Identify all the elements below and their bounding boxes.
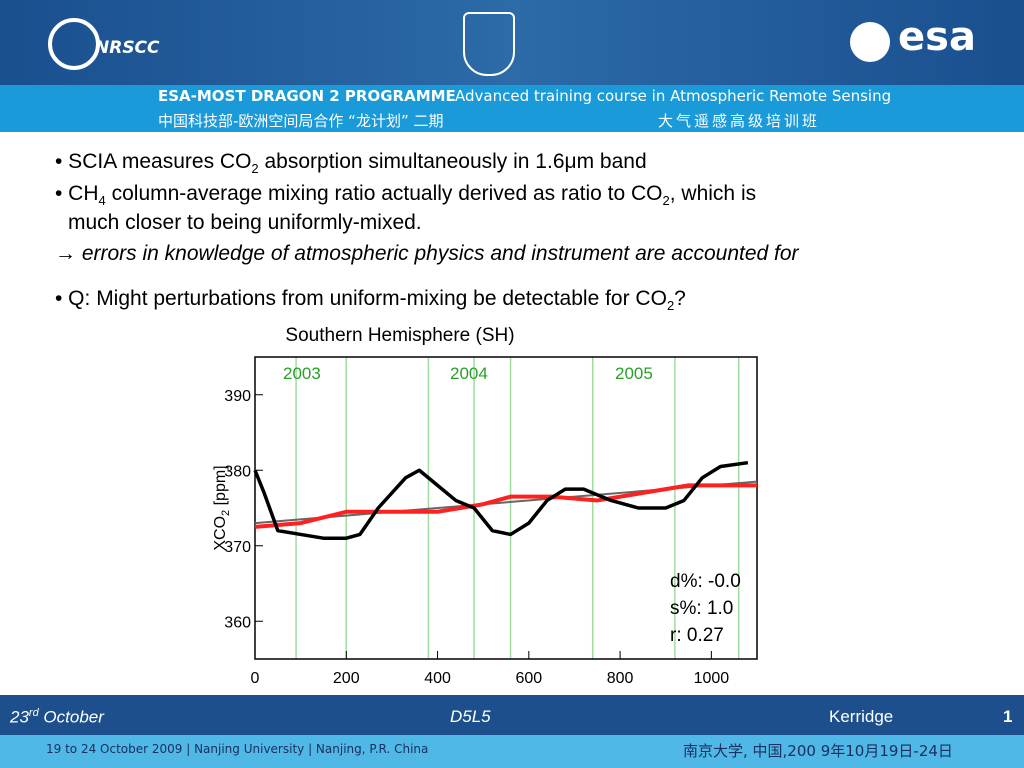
header: NRSCC esa <box>0 0 1024 85</box>
x-tick-label: 0 <box>251 670 260 687</box>
logo-right: esa <box>898 14 976 60</box>
stat-annotation: s%: 1.0 <box>670 598 733 619</box>
x-tick-label: 400 <box>424 670 451 687</box>
subscript: 2 <box>251 161 259 177</box>
chart-title: Southern Hemisphere (SH) <box>285 325 514 346</box>
bullet: much closer to being uniformly-mixed. <box>68 211 422 235</box>
university-crest <box>463 12 515 76</box>
bullet-text: • Q: Might perturbations from uniform-mi… <box>55 287 667 310</box>
bullet: • Q: Might perturbations from uniform-mi… <box>55 287 686 313</box>
x-tick-label: 600 <box>515 670 542 687</box>
footer-band: 19 to 24 October 2009 | Nanjing Universi… <box>0 735 1024 768</box>
bullet: • SCIA measures CO2 absorption simultane… <box>55 150 647 176</box>
page-number: 1 <box>1003 707 1013 726</box>
venue: 19 to 24 October 2009 | Nanjing Universi… <box>46 742 429 756</box>
chinese-right: 大气遥感高级培训班 <box>658 112 821 130</box>
subscript: 4 <box>98 193 106 209</box>
year-label: 2005 <box>615 364 653 383</box>
bullet-text: ? <box>674 287 686 310</box>
logo-ring <box>48 18 100 70</box>
bullet-text: → errors in knowledge of atmospheric phy… <box>55 242 799 265</box>
stat-annotation: r: 0.27 <box>670 625 724 646</box>
date-day: 23 <box>10 707 29 727</box>
footer-speaker: Kerridge <box>829 707 894 726</box>
bullet: → errors in knowledge of atmospheric phy… <box>55 242 799 266</box>
y-tick-label: 380 <box>224 463 251 480</box>
series-line <box>253 460 749 540</box>
esa-globe <box>850 22 890 62</box>
x-tick-label: 1000 <box>694 670 730 687</box>
year-label: 2003 <box>283 364 321 383</box>
chart: Southern Hemisphere (SH) 2003 2004 2005 360… <box>212 325 758 687</box>
subscript: 2 <box>662 193 670 209</box>
footer-session: D5L5 <box>450 707 491 726</box>
x-tick-label: 800 <box>607 670 634 687</box>
bullet-text: absorption simultaneously in 1.6μm band <box>258 150 647 173</box>
subscript: 2 <box>666 298 675 314</box>
footer-chinese: 南京大学, 中国,200 9年10月19日-24日 <box>683 742 953 760</box>
bullet-text: column-average mixing ratio actually der… <box>105 182 663 205</box>
date-suffix: rd <box>28 707 39 719</box>
bullet-text: • CH <box>55 182 99 205</box>
bullet-text: • SCIA measures CO <box>55 150 252 173</box>
y-axis-label: XCO2 [ppm] <box>212 465 232 550</box>
plot-frame <box>254 356 758 660</box>
bullet-text: , which is <box>669 182 757 205</box>
y-tick-label: 360 <box>224 614 251 631</box>
x-tick-label: 200 <box>333 670 360 687</box>
logo-left: NRSCC <box>95 38 160 58</box>
stat-annotation: d%: -0.0 <box>670 571 741 592</box>
y-axis-label-part: XCO <box>212 516 229 551</box>
y-tick-label: 370 <box>224 539 251 556</box>
footer-date: 23rd October <box>10 707 104 728</box>
footer-bar: 23rd October D5L5 Kerridge 1 <box>0 695 1024 735</box>
year-label: 2004 <box>450 364 488 383</box>
chinese-left: 中国科技部-欧洲空间局合作 “龙计划” 二期 <box>158 112 444 130</box>
date-month: October <box>38 707 104 727</box>
programme: ESA-MOST DRAGON 2 PROGRAMME <box>158 87 456 105</box>
series-line <box>254 483 757 529</box>
bullet: • CH4 column-average mixing ratio actual… <box>55 182 756 208</box>
y-axis-label-part: [ppm] <box>212 465 229 509</box>
programme-band: ESA-MOST DRAGON 2 PROGRAMME Advanced tra… <box>0 85 1024 132</box>
y-tick-label: 390 <box>224 388 251 405</box>
y-axis-label-part: 2 <box>220 510 232 516</box>
bullet-text: much closer to being uniformly-mixed. <box>68 211 422 234</box>
course: Advanced training course in Atmospheric … <box>455 87 892 105</box>
